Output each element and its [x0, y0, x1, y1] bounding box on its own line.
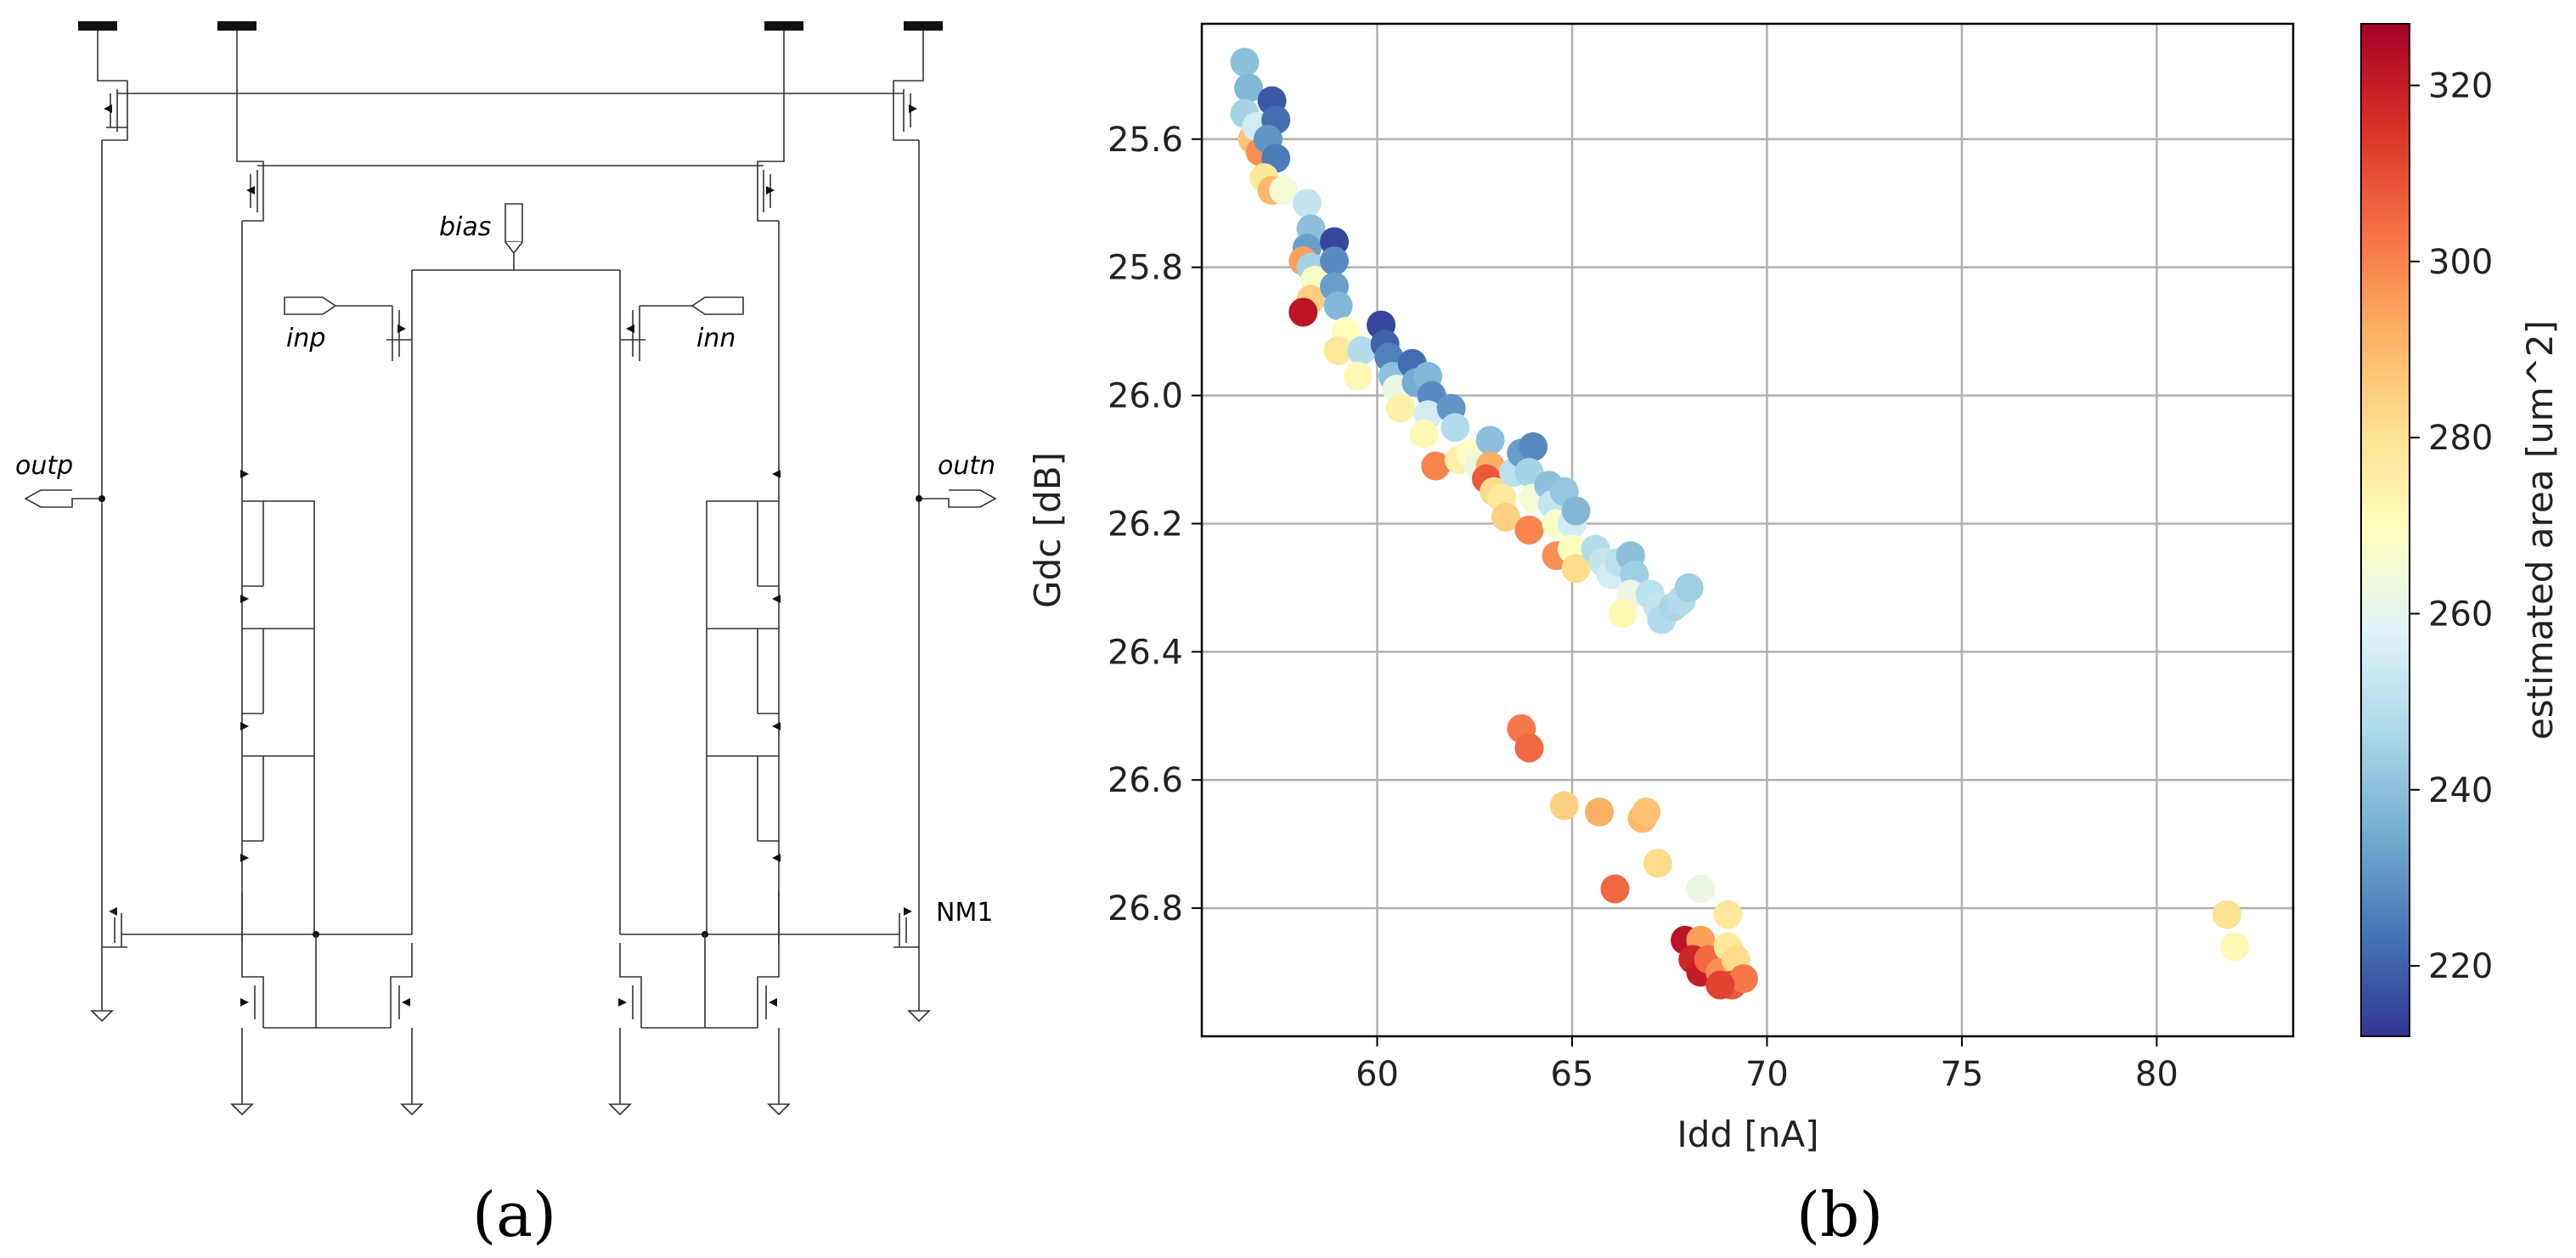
scatter-point — [1632, 797, 1661, 826]
x-tick-label: 65 — [1551, 1055, 1594, 1094]
colorbar-tick-label: 280 — [2428, 419, 2493, 458]
plot-frame — [1200, 22, 2295, 1038]
y-tick-label: 25.8 — [1108, 249, 1183, 288]
ground-symbol — [230, 1103, 254, 1116]
caption-a: (a) — [472, 1179, 556, 1250]
x-tick-label: 80 — [2135, 1055, 2179, 1094]
colorbar-tick-label: 300 — [2428, 243, 2493, 282]
scatter-point — [1561, 554, 1591, 584]
inp-label: inp — [286, 324, 325, 353]
scatter-point — [1292, 189, 1322, 218]
x-tick-label: 60 — [1356, 1055, 1399, 1094]
vdd-rail-4 — [904, 21, 943, 31]
colorbar-tick-label: 220 — [2428, 947, 2493, 986]
y-tick-label: 26.6 — [1108, 761, 1183, 800]
colorbar-tick-label: 320 — [2428, 67, 2493, 106]
scatter-point — [1288, 297, 1318, 327]
vdd-rail-2 — [217, 21, 256, 31]
scatter-point — [1686, 874, 1716, 904]
ground-symbol — [608, 1103, 632, 1116]
scatter-point — [1269, 176, 1299, 206]
scatter-point — [1728, 964, 1758, 994]
outp-port — [24, 489, 102, 508]
scatter-point — [2212, 900, 2241, 929]
scatter-point — [1386, 393, 1416, 423]
scatter-point — [1643, 849, 1672, 878]
scatter-point — [2220, 932, 2250, 962]
ground-symbol — [767, 1103, 791, 1116]
scatter-point — [1440, 413, 1470, 443]
scatter-point — [1409, 419, 1439, 448]
outn-label: outn — [938, 451, 995, 481]
scatter-point — [1491, 502, 1520, 532]
colorbar — [2360, 23, 2410, 1037]
scatter-point — [1234, 73, 1264, 103]
scatter-point — [1320, 246, 1350, 276]
caption-b: (b) — [1796, 1179, 1883, 1250]
scatter-point — [1323, 336, 1353, 365]
scatter-point — [1713, 900, 1743, 929]
y-axis-ticks: 25.6 25.8 26.0 26.2 26.4 26.6 26.8 — [1108, 121, 1202, 928]
scatter-point — [1514, 516, 1544, 544]
scatter-point — [1323, 291, 1353, 320]
scatter-point — [1475, 426, 1505, 455]
scatter-point — [1230, 48, 1260, 77]
x-tick-label: 75 — [1940, 1055, 1983, 1094]
vdd-rail-3 — [764, 21, 803, 31]
scatter-point — [1421, 451, 1451, 481]
y-axis-label: Gdc [dB] — [1027, 452, 1068, 608]
grid — [1202, 24, 2293, 1036]
y-tick-label: 26.2 — [1108, 505, 1183, 544]
scatter-point — [1600, 874, 1630, 904]
x-axis-label: Idd [nA] — [1677, 1114, 1818, 1155]
ground-symbol — [90, 1010, 114, 1023]
outp-label: outp — [15, 451, 73, 481]
x-axis-ticks: 60 65 70 75 80 — [1356, 1036, 2179, 1094]
scatter-point — [1705, 970, 1735, 1000]
scatter-point — [1674, 573, 1704, 602]
scatter-point — [1519, 432, 1548, 461]
colorbar-label: estimated area [um^2] — [2519, 320, 2561, 740]
inn-label: inn — [696, 324, 736, 353]
nm1-label: NM1 — [936, 898, 993, 928]
y-tick-label: 26.8 — [1108, 889, 1183, 928]
scatter-point — [1514, 733, 1544, 763]
colorbar-tick-label: 260 — [2428, 595, 2493, 634]
vdd-rail-1 — [78, 21, 117, 31]
y-tick-label: 26.0 — [1108, 377, 1183, 416]
scatter-point — [1347, 336, 1377, 365]
scatter-point — [1549, 791, 1579, 821]
colorbar-ticks: 220 240 260 280 300 320 — [2410, 67, 2493, 986]
colorbar-tick-label: 240 — [2428, 771, 2493, 810]
circuit-schematic: bias inp inn outp outn NM1 (a) — [15, 21, 997, 1250]
x-tick-label: 70 — [1745, 1055, 1789, 1094]
scatter-point — [1561, 496, 1591, 526]
y-tick-label: 25.6 — [1108, 121, 1183, 160]
bias-label: bias — [439, 212, 491, 242]
circuit-wires — [24, 21, 997, 1116]
ground-symbol — [907, 1010, 931, 1023]
scatter-point — [1585, 797, 1615, 826]
y-tick-label: 26.4 — [1108, 633, 1183, 672]
ground-symbol — [400, 1103, 424, 1116]
scatter-point — [1343, 361, 1373, 391]
outn-port — [919, 489, 997, 508]
scatter-points — [1230, 48, 2250, 1000]
scatter-point — [1608, 599, 1637, 629]
